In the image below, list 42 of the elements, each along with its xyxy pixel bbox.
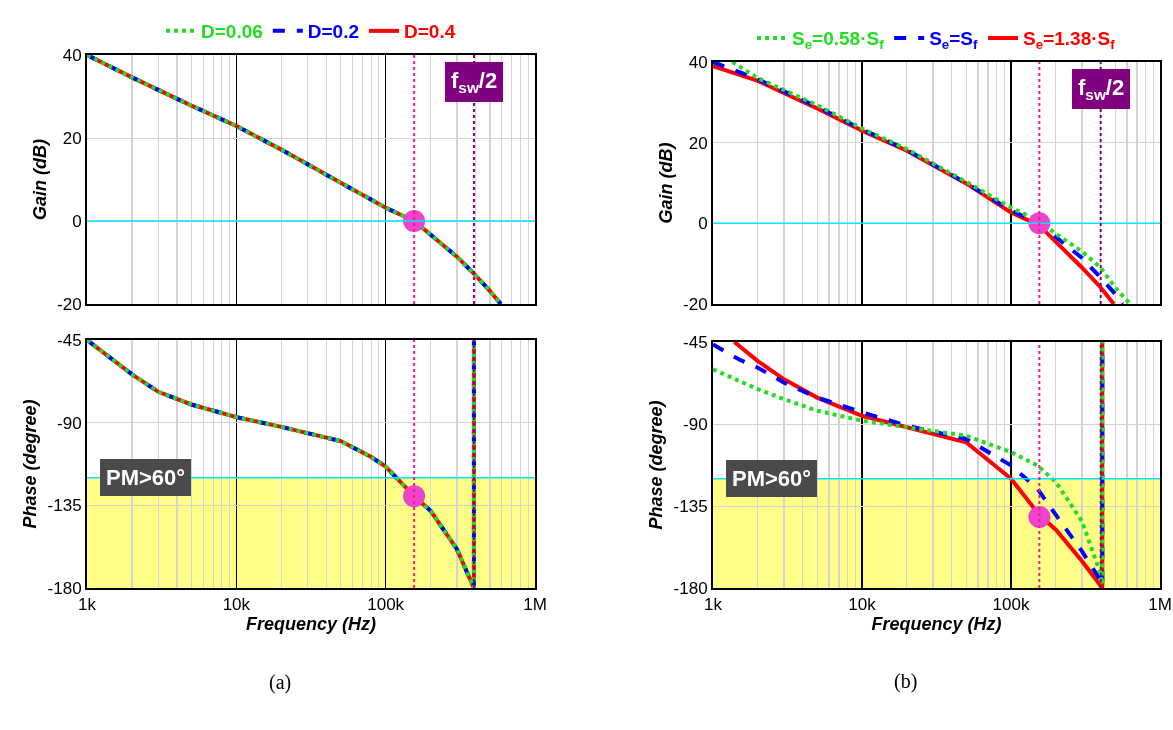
x-tick-label: 100k — [992, 595, 1030, 615]
y-tick-label: -20 — [57, 294, 82, 314]
band-label: PM>60° — [732, 466, 812, 491]
legend-label: S$_{e}$=0.58·S$_{f}$ — [792, 28, 885, 53]
x-tick-label: 10k — [222, 595, 251, 615]
legend-label: D=0.06 — [201, 21, 263, 43]
y-tick-label: -135 — [673, 496, 708, 516]
legend-label: D=0.4 — [404, 21, 456, 43]
ref-line-label: f$_{sw}$/2 — [451, 68, 498, 96]
y-tick-label: -180 — [47, 578, 82, 598]
y-tick-label: 40 — [688, 52, 708, 72]
legend-label: S$_{e}$=S$_{f}$ — [929, 28, 979, 53]
ref-line-label: f$_{sw}$/2 — [1078, 75, 1125, 103]
x-tick-label: 1M — [1148, 595, 1172, 615]
x-axis-title: Frequency (Hz) — [871, 614, 1002, 635]
text: (a) — [269, 671, 292, 694]
y-axis-title: Phase (degree) — [20, 399, 41, 529]
x-tick-label: 100k — [367, 595, 405, 615]
y-tick-label: -45 — [683, 332, 708, 352]
x-axis-title: Frequency (Hz) — [245, 614, 377, 635]
x-tick-label: 1k — [704, 595, 723, 615]
y-tick-label: -180 — [673, 578, 708, 598]
y-axis-title: Phase (degree) — [646, 400, 667, 530]
legend-label: S$_{e}$=1.38·S$_{f}$ — [1023, 28, 1116, 53]
y-axis-title: Gain (dB) — [29, 139, 50, 220]
y-tick-label: -90 — [57, 413, 82, 433]
y-tick-label: -20 — [683, 294, 708, 314]
y-tick-label: -135 — [47, 496, 82, 516]
y-tick-label: 0 — [72, 211, 82, 231]
y-tick-label: 20 — [688, 133, 708, 153]
x-tick-label: 1k — [78, 595, 97, 615]
y-tick-label: 0 — [698, 214, 708, 234]
y-tick-label: -90 — [683, 414, 708, 434]
legend-label: D=0.2 — [307, 21, 360, 43]
y-axis-title: Gain (dB) — [655, 142, 676, 224]
band-label: PM>60° — [106, 465, 186, 490]
text: (b) — [894, 670, 918, 693]
y-tick-label: -45 — [57, 330, 82, 350]
y-tick-label: 20 — [62, 128, 82, 148]
y-tick-label: 40 — [62, 45, 82, 65]
x-tick-label: 10k — [848, 595, 877, 615]
x-tick-label: 1M — [523, 595, 547, 615]
